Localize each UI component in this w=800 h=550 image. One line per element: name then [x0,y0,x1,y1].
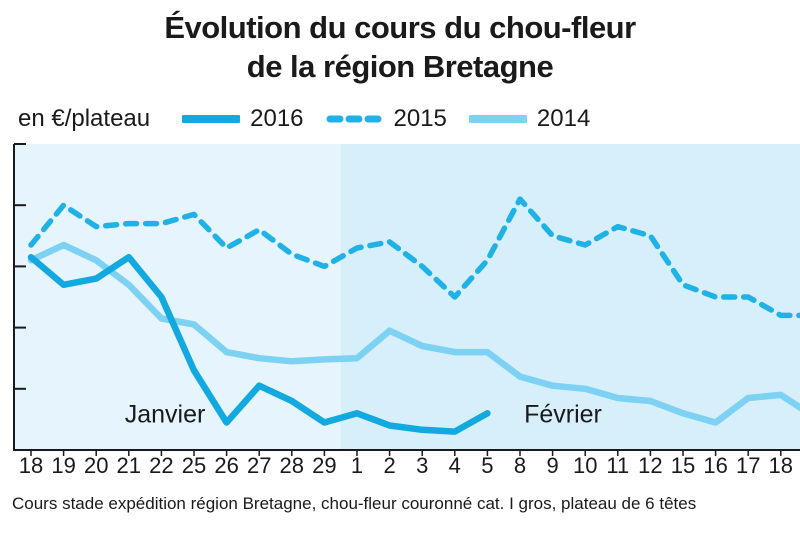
legend-swatch-2014 [468,115,527,123]
x-tick-label: 11 [606,453,629,478]
legend-entry-2016: 2016 [182,105,304,133]
x-tick-label: 12 [638,453,662,478]
legend-swatch-2016 [182,115,241,123]
series-line-2014 [27,241,800,426]
x-tick-label: 1 [351,453,363,478]
legend-swatch-2015 [326,115,384,123]
legend-label-2016: 2016 [250,105,304,132]
x-tick-label: 4 [449,453,461,478]
x-tick-label: 19 [51,453,75,478]
x-tick-label: 8 [514,453,526,478]
x-tick-label: 2 [383,453,395,478]
x-tick-label: 18 [19,453,43,478]
x-tick-label: 21 [117,453,141,478]
x-tick-label: 3 [416,453,428,478]
x-tick-label: 16 [703,453,727,478]
x-tick-label: 29 [312,453,336,478]
footnote: Cours stade expédition région Bretagne, … [12,494,697,513]
month-label-january: Janvier [125,400,206,428]
x-tick-label: 15 [671,453,695,478]
line-chart: 18 19 20 21 22 25 26 27 28 29 1 2 3 4 5 8 9 10 11 12 15 16 17 1… [13,143,800,478]
legend-entry-2015: 2015 [326,105,447,133]
x-tick-label: 18 [769,453,793,478]
x-tick-label: 27 [247,453,271,478]
x-tick-label: 5 [481,453,493,478]
legend-label-2014: 2014 [536,105,591,132]
chart-title-line-1: Évolution du cours du chou-fleur [164,10,636,45]
legend: en €/plateau 2016 2015 2014 [18,101,612,137]
chart-title-line-2: de la région Bretagne [246,49,554,84]
x-tick-label: 22 [149,453,173,478]
x-tick-label: 17 [736,453,760,478]
x-tick-label: 9 [546,453,558,478]
x-tick-label: 10 [573,453,597,478]
legend-entry-2014: 2014 [468,105,591,133]
month-label-february: Février [524,400,602,428]
x-tick-label: 26 [214,453,238,478]
x-tick-label: 25 [182,453,206,478]
series-line-2015 [28,196,800,319]
legend-label-2015: 2015 [393,105,447,132]
x-tick-label: 28 [280,453,304,478]
chart-title: Évolution du cours du chou-fleur de la r… [0,8,800,86]
series-line-2016 [27,253,491,435]
unit-label: en €/plateau [18,105,151,132]
x-tick-label: 20 [84,453,108,478]
